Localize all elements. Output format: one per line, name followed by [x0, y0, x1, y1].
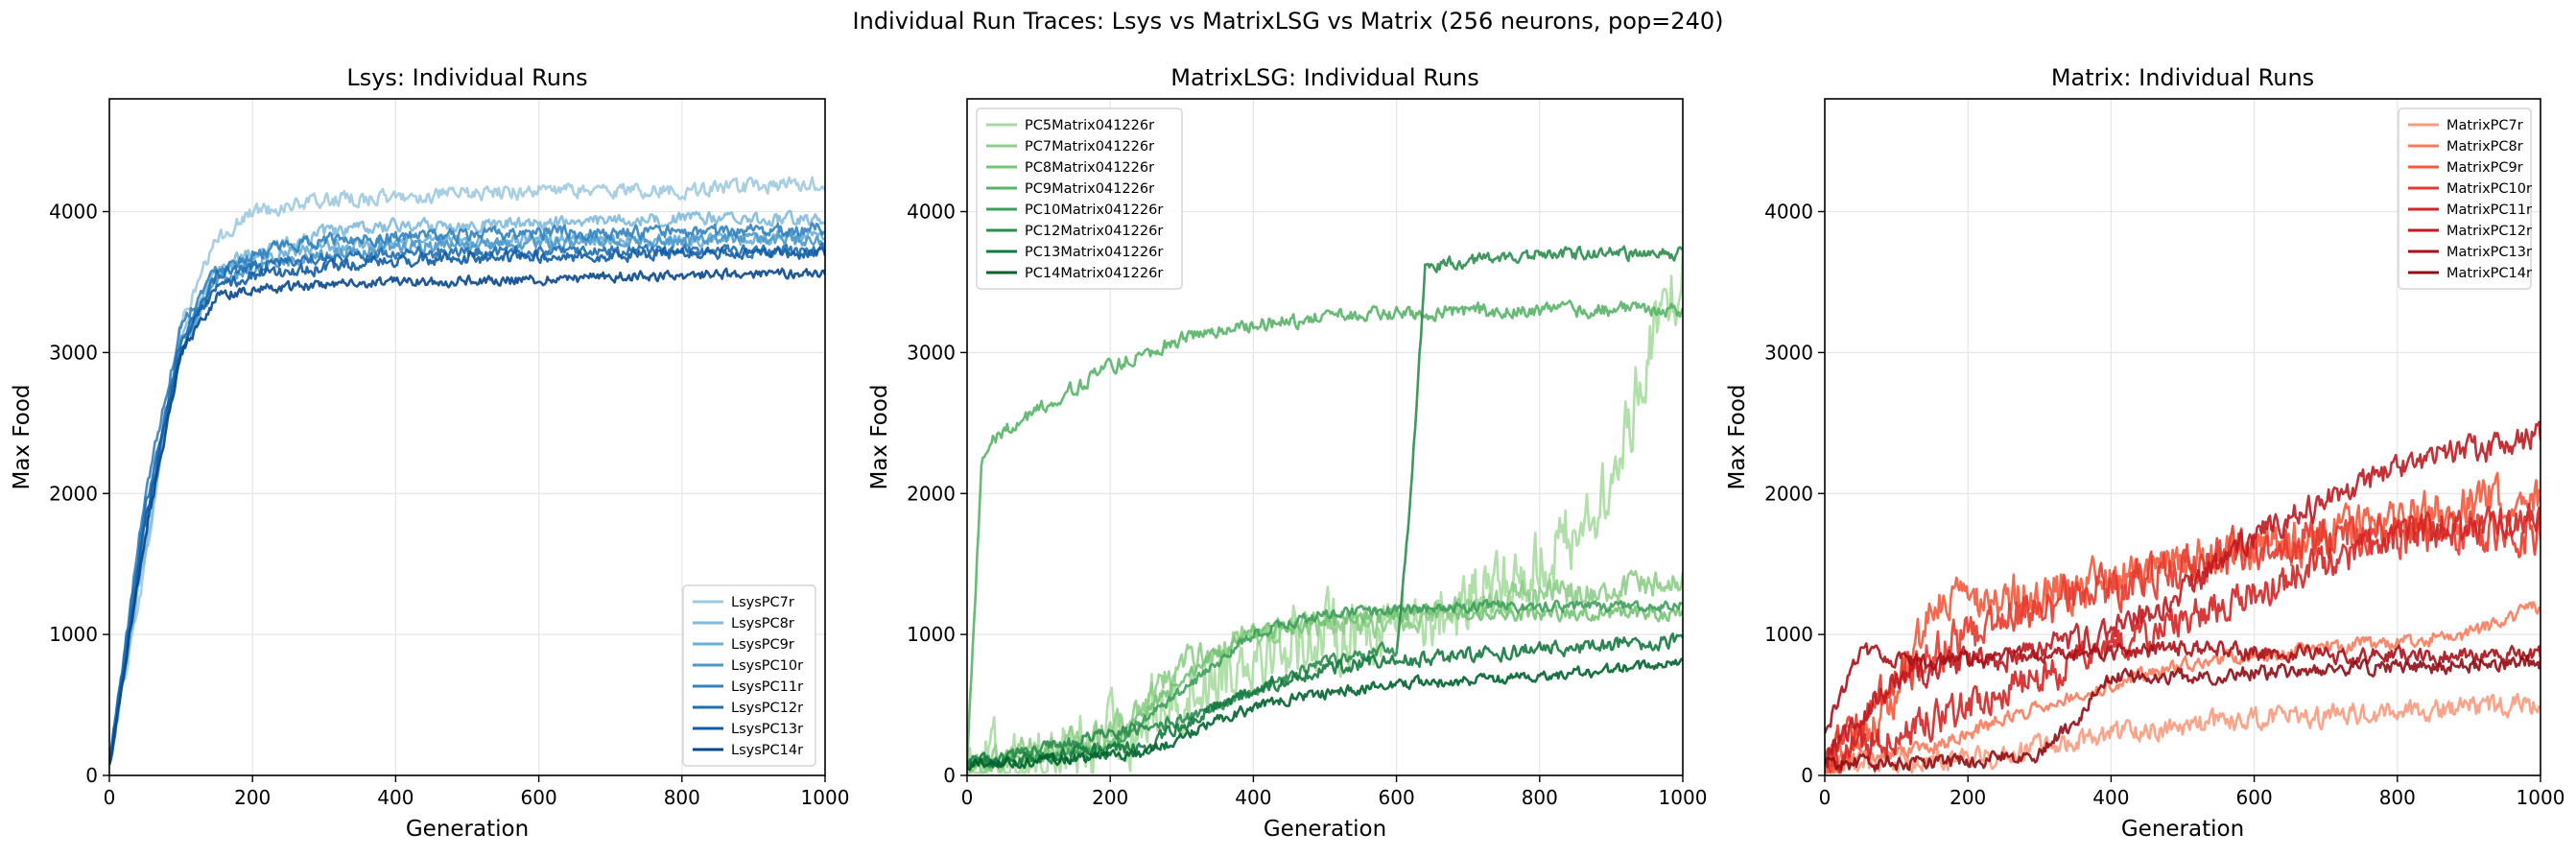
legend: PC5Matrix041226r PC7Matrix041226r PC8Matri…: [976, 107, 1183, 290]
legend-label: MatrixPC14r: [2446, 266, 2532, 281]
x-tick-label: 200: [1950, 786, 1986, 809]
legend-label: MatrixPC10r: [2446, 181, 2532, 197]
x-tick-label: 1000: [1659, 786, 1708, 809]
x-tick-label: 800: [664, 786, 700, 809]
series-line: [1825, 640, 2541, 734]
y-tick-label: 3000: [49, 341, 98, 364]
legend-label: LsysPC9r: [731, 637, 794, 653]
legend-label: MatrixPC8r: [2446, 139, 2523, 155]
y-axis-label: Max Food: [1725, 384, 1750, 489]
legend-label: MatrixPC11r: [2446, 202, 2532, 218]
subplot-3: 0 200 400 600 800 1000 0 1000 2000 3000 4000 Matrix…: [1725, 64, 2564, 842]
legend-label: LsysPC14r: [731, 743, 803, 758]
series-line: [967, 245, 1683, 770]
series-line: [967, 299, 1683, 771]
y-tick-label: 4000: [907, 201, 956, 224]
x-axis-label: Generation: [406, 817, 529, 842]
y-tick-label: 0: [943, 764, 956, 787]
legend-label: PC10Matrix041226r: [1025, 202, 1163, 218]
subplot-title: Matrix: Individual Runs: [2051, 64, 2314, 91]
x-tick-label: 400: [2092, 786, 2129, 809]
y-tick-label: 3000: [1764, 341, 1813, 364]
legend-label: MatrixPC7r: [2446, 118, 2523, 133]
series-line: [109, 267, 825, 766]
series-line: [1825, 502, 2541, 774]
legend-label: LsysPC13r: [731, 722, 803, 737]
legend-label: MatrixPC9r: [2446, 160, 2523, 176]
axes-frame: [108, 98, 826, 776]
subplot-2: 0 200 400 600 800 1000 0 1000 2000 3000 4000 Matrix…: [867, 64, 1707, 842]
y-tick-label: 3000: [907, 341, 956, 364]
x-axis-label: Generation: [1264, 817, 1386, 842]
y-tick-label: 2000: [49, 482, 98, 505]
series-group: [967, 245, 1683, 774]
y-axis-label: Max Food: [10, 384, 35, 489]
subplot-1: 0 200 400 600 800 1000 0 1000 2000 3000 4000 Lsys: …: [10, 64, 849, 842]
x-tick-label: 800: [2379, 786, 2416, 809]
legend-label: PC12Matrix041226r: [1025, 224, 1163, 239]
x-tick-label: 600: [521, 786, 557, 809]
x-tick-label: 0: [104, 786, 116, 809]
subplot-title: Lsys: Individual Runs: [346, 64, 587, 91]
x-tick-label: 1000: [2517, 786, 2565, 809]
series-line: [1825, 692, 2541, 774]
series-line: [109, 176, 825, 760]
x-tick-label: 400: [377, 786, 414, 809]
series-group: [109, 176, 825, 766]
legend-box: [2398, 107, 2532, 290]
y-tick-label: 1000: [907, 623, 956, 646]
legend: MatrixPC7r MatrixPC8r MatrixPC9r MatrixPC10…: [2398, 107, 2532, 290]
legend-label: PC8Matrix041226r: [1025, 160, 1154, 176]
legend-label: LsysPC10r: [731, 658, 803, 674]
series-line: [109, 222, 825, 764]
legend-label: LsysPC11r: [731, 679, 803, 695]
series-line: [1825, 420, 2541, 769]
axes-frame: [1824, 98, 2541, 776]
legend-label: PC14Matrix041226r: [1025, 266, 1163, 281]
x-axis-label: Generation: [2121, 817, 2244, 842]
y-tick-label: 4000: [1764, 201, 1813, 224]
legend-label: PC9Matrix041226r: [1025, 181, 1154, 197]
y-tick-label: 1000: [49, 623, 98, 646]
y-tick-label: 1000: [1764, 623, 1813, 646]
legend-box: [976, 107, 1183, 290]
series-line: [1825, 654, 2541, 772]
x-tick-label: 0: [961, 786, 974, 809]
y-tick-label: 0: [85, 764, 98, 787]
x-tick-label: 600: [1379, 786, 1415, 809]
legend-label: LsysPC7r: [731, 595, 794, 610]
series-group: [1825, 420, 2541, 774]
series-line: [1825, 601, 2541, 773]
legend-label: MatrixPC12r: [2446, 224, 2532, 239]
x-tick-label: 1000: [801, 786, 850, 809]
legend-label: PC13Matrix041226r: [1025, 245, 1163, 260]
legend-label: LsysPC8r: [731, 616, 794, 631]
series-line: [967, 599, 1683, 772]
y-tick-label: 0: [1801, 764, 1813, 787]
series-line: [109, 246, 825, 766]
subplot-title: MatrixLSG: Individual Runs: [1170, 64, 1479, 91]
x-tick-label: 400: [1235, 786, 1271, 809]
series-line: [967, 657, 1683, 772]
y-tick-label: 4000: [49, 201, 98, 224]
y-axis-label: Max Food: [867, 384, 892, 489]
legend-label: LsysPC12r: [731, 701, 803, 716]
legend-label: PC5Matrix041226r: [1025, 118, 1154, 133]
x-tick-label: 200: [1092, 786, 1128, 809]
x-tick-label: 600: [2236, 786, 2273, 809]
y-tick-label: 2000: [907, 482, 956, 505]
series-line: [967, 632, 1683, 770]
y-tick-label: 2000: [1764, 482, 1813, 505]
legend-label: MatrixPC13r: [2446, 245, 2532, 260]
legend: LsysPC7r LsysPC8r LsysPC9r LsysPC10r LsysPC1…: [682, 584, 816, 767]
legend-label: PC7Matrix041226r: [1025, 139, 1154, 155]
axes-frame: [966, 98, 1684, 776]
legend-box: [682, 584, 816, 767]
x-tick-label: 800: [1522, 786, 1558, 809]
x-tick-label: 0: [1819, 786, 1832, 809]
x-tick-label: 200: [234, 786, 271, 809]
figure-suptitle: Individual Run Traces: Lsys vs MatrixLSG…: [852, 8, 1724, 35]
